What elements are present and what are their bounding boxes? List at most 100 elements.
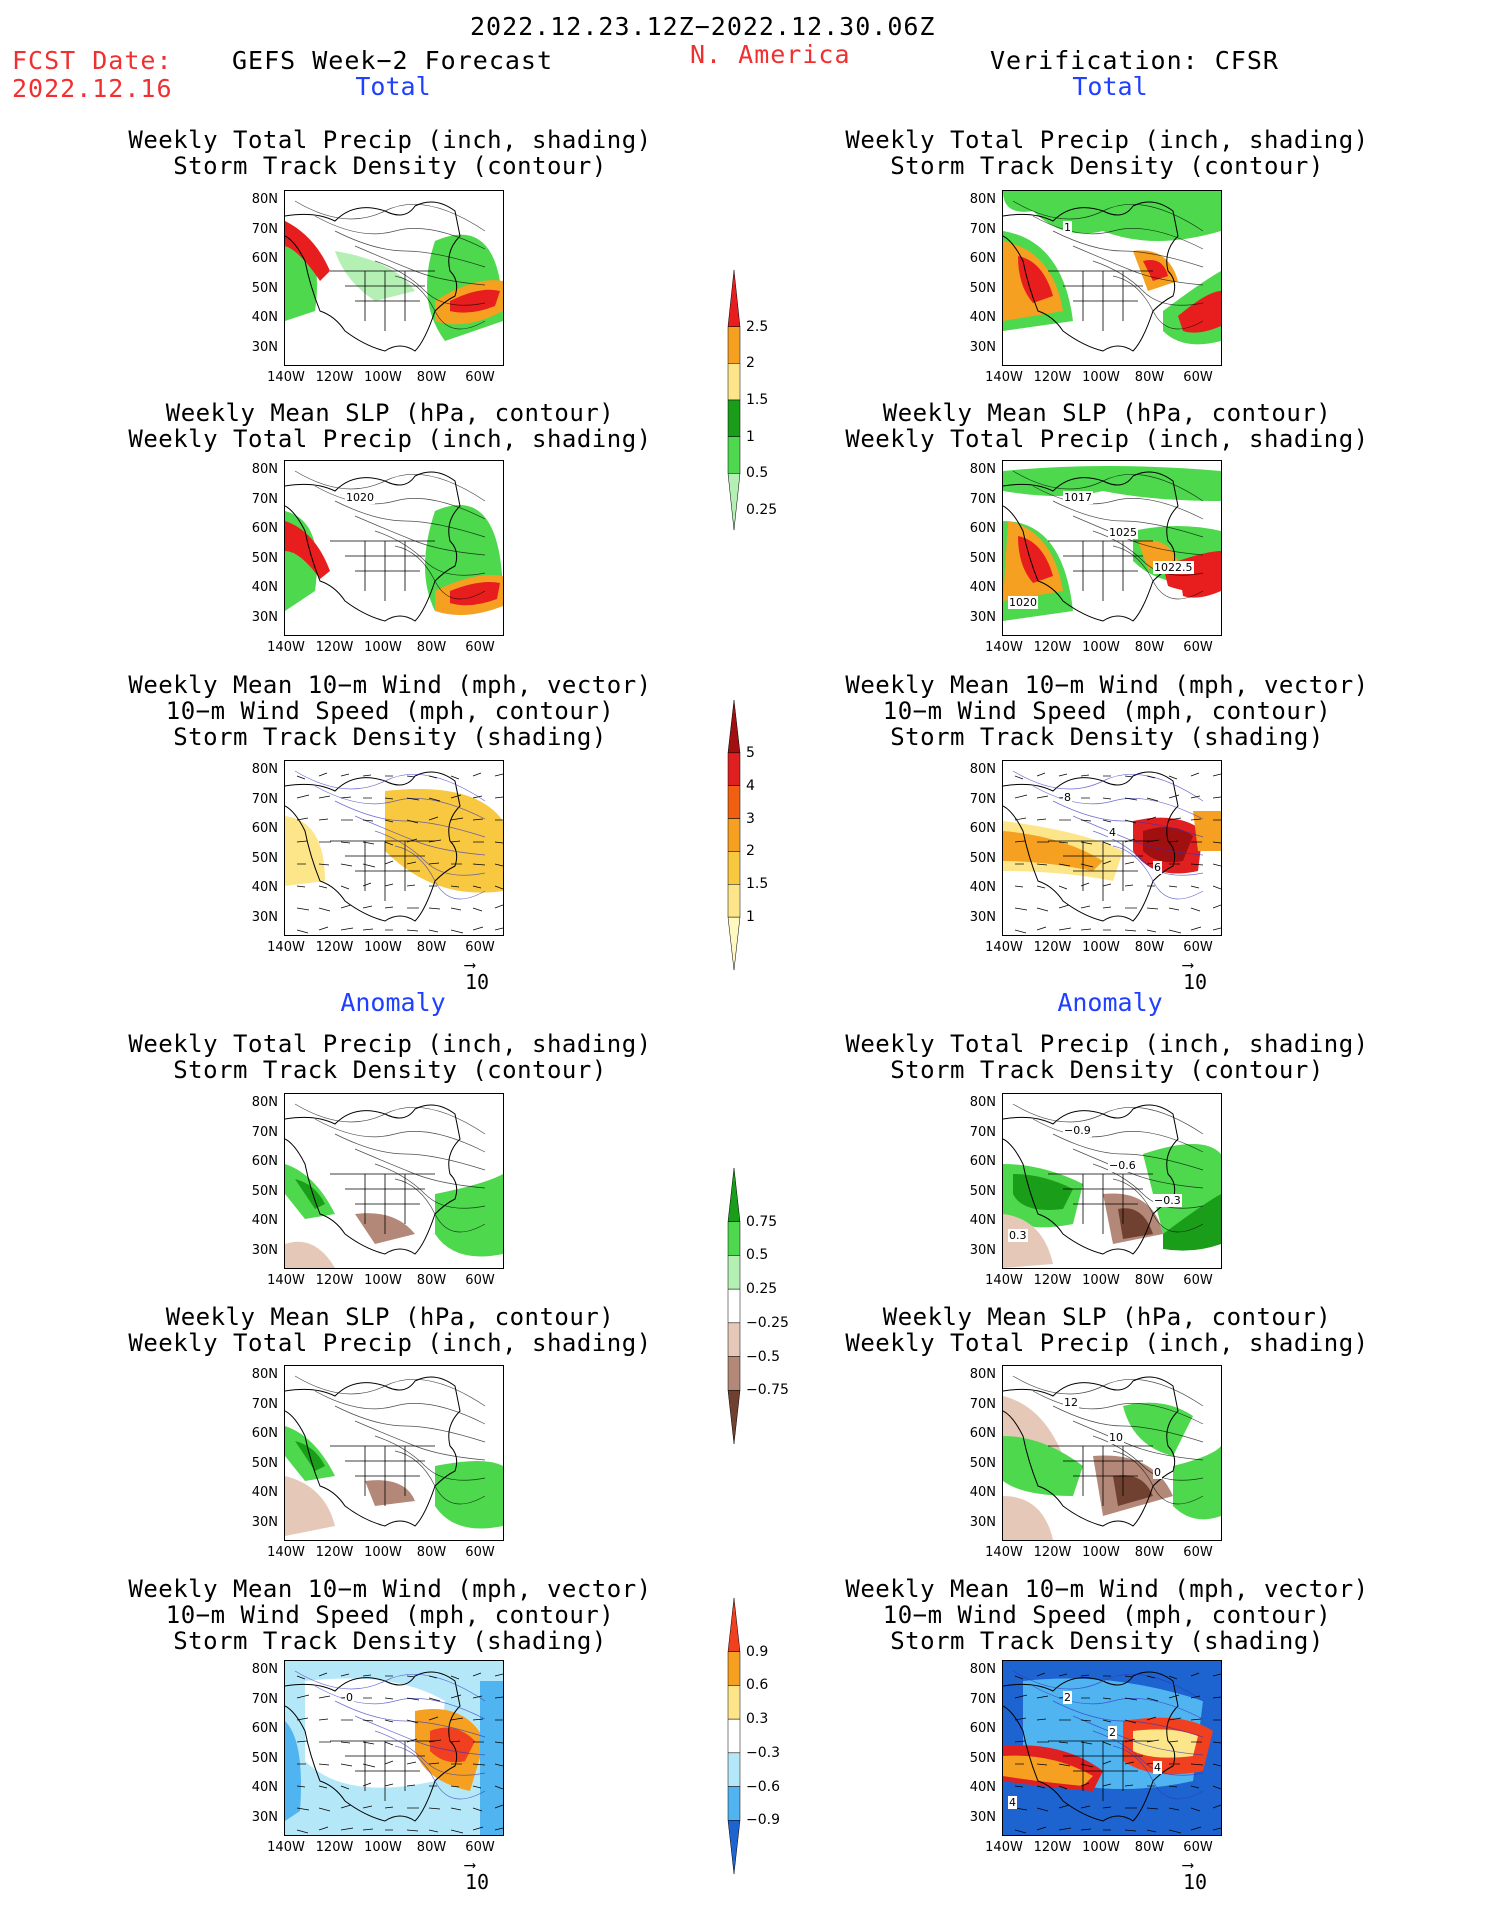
wind-vector: [318, 1695, 331, 1699]
state-borders: [1048, 1173, 1153, 1234]
wind-vector: [472, 1826, 484, 1831]
wind-vector: [1080, 1782, 1090, 1787]
contour-label: 1025: [1108, 526, 1138, 539]
lat-tick-label: 50N: [969, 550, 996, 566]
shading-region-4: [450, 582, 500, 606]
wind-vector: [1146, 1807, 1159, 1810]
contour-line: [1072, 1148, 1204, 1189]
wind-vector: [384, 841, 394, 846]
lat-tick-label: 40N: [251, 580, 278, 595]
wind-vector: [1014, 794, 1028, 799]
wind-vector: [1190, 1826, 1202, 1831]
panel-title-line: Weekly Total Precip (inch, shading): [845, 126, 1369, 154]
wind-vector: [296, 929, 309, 934]
wind-vector: [296, 794, 310, 799]
wind-vector: [1036, 1718, 1047, 1721]
wind-vector: [296, 1740, 308, 1743]
lon-tick-label: 140W: [267, 1545, 305, 1560]
contour-line: [394, 845, 486, 900]
wind-vector: [1014, 885, 1024, 888]
wind-vector: [1058, 927, 1072, 931]
contour-line: [334, 1700, 486, 1738]
lat-tick-label: 80N: [969, 762, 996, 777]
colorbar-segment: [727, 1356, 741, 1391]
wind-vector: [1168, 1807, 1180, 1811]
right-map-slp: 1017 1025 1022.5 1020: [1002, 460, 1222, 636]
lat-tick-label: 50N: [969, 1183, 996, 1199]
lon-tick-label: 120W: [1033, 370, 1072, 385]
lon-tick-label: 80W: [1134, 1545, 1165, 1560]
contour-line: [354, 1715, 486, 1756]
wind-vector: [1146, 839, 1160, 843]
wind-vector: [494, 1827, 503, 1831]
lon-tick-label: 140W: [985, 640, 1023, 655]
shading-region-5: [1163, 1194, 1221, 1251]
contour-label: 4: [1153, 1761, 1162, 1774]
lon-tick-label: 120W: [315, 640, 354, 655]
wind-vector: [1080, 819, 1092, 822]
lat-tick-label: 70N: [251, 791, 278, 807]
lat-tick-label: 60N: [969, 1426, 996, 1441]
lon-tick-label: 60W: [1183, 370, 1213, 385]
colorbar-label: 0.5: [746, 465, 769, 482]
contour-line: [1052, 1405, 1204, 1443]
wind-vector: [1102, 1697, 1112, 1700]
vector-arrow-icon: ⟶: [1183, 955, 1193, 974]
wind-vector: [406, 884, 416, 887]
wind-vector: [450, 817, 464, 821]
wind-vector: [1014, 929, 1027, 934]
lat-tick-label: 50N: [969, 1455, 996, 1471]
lat-tick-label: 60N: [969, 1154, 996, 1169]
contour-line: [294, 1103, 486, 1135]
map-canvas: [285, 470, 503, 622]
wind-vector: [340, 1804, 352, 1809]
wind-vector: [1058, 1741, 1069, 1744]
wind-vector: [1168, 840, 1179, 843]
right-map-precipA: −0.9 −0.6 −0.3 0.3: [1002, 1093, 1222, 1269]
wind-vector: [318, 907, 331, 912]
wind-vector: [1124, 797, 1138, 801]
wind-vector: [494, 885, 503, 890]
wind-vector: [1124, 1761, 1135, 1765]
colorbar-label: −0.5: [746, 1348, 780, 1365]
lat-tick-label: 50N: [969, 280, 996, 296]
contour-line: [1072, 515, 1204, 556]
lon-tick-label: 100W: [1082, 1273, 1120, 1288]
contour-label: 1022.5: [1153, 561, 1194, 574]
lat-tick-label: 60N: [251, 1426, 278, 1441]
wind-vector: [1058, 863, 1071, 867]
lat-tick-label: 70N: [969, 221, 996, 237]
panel-title-line: Storm Track Density (contour): [890, 152, 1324, 180]
state-borders: [330, 270, 435, 331]
wind-vector: [1212, 904, 1221, 909]
lat-tick-label: 70N: [251, 221, 278, 237]
lat-tick-label: 30N: [969, 1514, 996, 1530]
wind-vector: [296, 1717, 309, 1721]
wind-vector: [1190, 1672, 1200, 1677]
wind-vector: [1168, 794, 1180, 799]
wind-vector: [1036, 1672, 1046, 1677]
wind-vector: [318, 772, 328, 777]
colorbar-segment: [727, 1167, 741, 1222]
wind-vector: [1124, 819, 1137, 824]
wind-vector: [450, 907, 462, 911]
lat-tick-label: 80N: [251, 1662, 278, 1677]
lat-tick-label: 60N: [969, 821, 996, 836]
wind-vector: [340, 863, 353, 867]
colorbar-label: 0.75: [746, 1213, 778, 1230]
wind-vector: [406, 1675, 416, 1678]
wind-vector: [1146, 797, 1159, 802]
lon-tick-label: 120W: [315, 370, 354, 385]
wind-vector: [1058, 1763, 1071, 1767]
wind-vector: [494, 841, 503, 844]
contour-line: [314, 215, 486, 250]
panel-title-line: 10−m Wind Speed (mph, contour): [165, 697, 615, 725]
contour-line: [394, 275, 486, 330]
wind-vector: [296, 885, 306, 888]
wind-vector: [406, 1719, 419, 1724]
wind-vector: [428, 1697, 441, 1702]
wind-vector: [1102, 1760, 1112, 1765]
lon-tick-label: 100W: [1082, 640, 1120, 655]
vector-reference: ⟶ 10: [465, 957, 489, 995]
lon-tick-label: 60W: [465, 370, 495, 385]
